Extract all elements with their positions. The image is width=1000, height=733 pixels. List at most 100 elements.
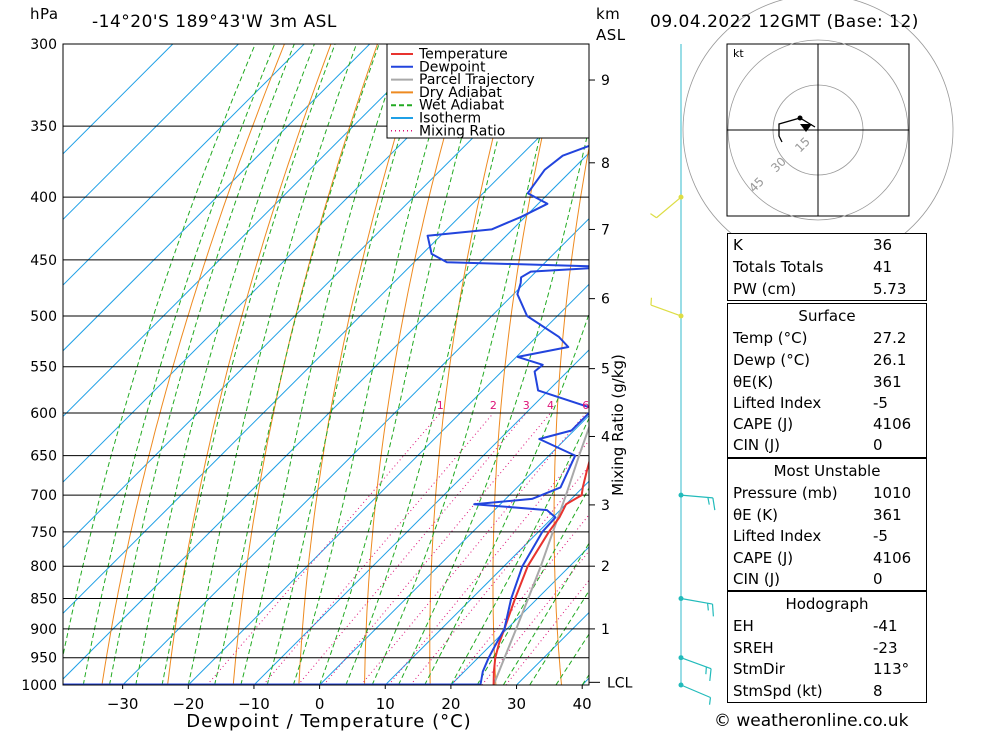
dry-adiabat-line [364,44,472,685]
index-value: -5 [873,394,888,412]
profiles [63,144,589,685]
wet-adiabat-line [319,44,489,685]
km-tick-label: 1 [601,622,610,638]
general-indices-box: K 36 Totals Totals 41 PW (cm) 5.73 [727,233,927,301]
y-tick-label: 650 [30,449,57,465]
index-key: Lifted Index [733,394,822,412]
wind-barb-half-flag [706,603,709,611]
series-line-dewpoint [426,144,589,685]
y-tick-label: 600 [30,406,57,422]
index-value: 4106 [873,415,912,433]
y-tick-label: 950 [30,651,57,667]
mixing-ratio-label: 2 [490,399,497,412]
wind-barb-flag [712,497,716,511]
wind-barb-half-flag [650,213,657,219]
isotherm-line [63,44,305,286]
dry-adiabat-line [982,37,1000,685]
wet-adiabat-line [292,44,458,685]
x-tick-label: −30 [107,695,139,713]
surface-title: Surface [798,307,856,325]
mixing-ratio-label: 4 [547,399,554,412]
legend-label: Temperature [418,47,508,63]
hodograph-point [797,115,803,121]
dry-adiabat-line [934,37,1000,685]
isotherm-line [450,546,589,685]
index-value: 0 [873,570,883,588]
index-panel: K 36 Totals Totals 41 PW (cm) 5.73 Surfa… [727,233,927,703]
index-key: Lifted Index [733,527,822,545]
series-line-parcel-trajectory [492,424,589,685]
isotherm-line [253,349,589,685]
credit-link[interactable]: © weatheronline.co.uk [714,711,909,731]
km-tick-label: 4 [601,429,610,445]
x-tick-label: 20 [441,695,460,713]
mixing-ratio-line [360,412,587,685]
isotherm-line [63,86,589,615]
wet-adiabat-line [424,312,589,685]
km-tick-label: 2 [601,559,610,575]
wet-adiabat-line [450,417,589,685]
legend-label: Wet Adiabat [419,98,505,114]
x-tick-label: −20 [172,695,204,713]
index-value: -41 [873,617,898,635]
wind-barb-shaft [680,494,713,499]
y-tick-label: 300 [30,37,57,53]
index-key: StmDir [733,660,785,678]
isotherm-line [319,414,589,685]
index-row-pw: PW (cm) 5.73 [728,280,926,301]
legend-box [386,43,590,139]
isotherm-line [63,44,371,352]
index-key: Temp (°C) [733,329,808,347]
hodograph-unit-label: kt [733,47,744,60]
storm-motion-marker [800,124,812,132]
index-value: 0 [873,436,883,454]
hodograph-box: Hodograph EH -41 SREH -23 StmDir 113° StmSp… [727,591,927,703]
legend-label: Isotherm [419,111,481,127]
wet-adiabat-line [109,44,295,685]
index-value: 41 [873,258,893,276]
km-tick-label: 9 [601,73,610,89]
index-value: 5.73 [873,280,907,298]
dry-adiabat-line [101,44,285,685]
wind-barb-shaft [680,684,711,699]
wind-barb-shaft [680,597,713,605]
index-value: 113° [873,660,910,678]
wind-barb-half-flag [707,497,710,505]
x-tick-label: 30 [507,695,526,713]
x-tick-label: 40 [573,695,592,713]
index-key: EH [733,617,754,635]
index-key: CAPE (J) [733,549,794,567]
asl-unit-label: ASL [596,26,626,44]
wet-adiabat-line [345,44,524,685]
isotherm-line [122,217,589,685]
legend-label: Dry Adiabat [419,85,502,101]
km-tick-label: 8 [601,156,610,172]
km-tick-label: 3 [601,498,610,514]
wind-barb-half-flag [705,666,707,675]
wind-profile [650,44,716,705]
index-key: CIN (J) [733,570,781,588]
index-key: Pressure (mb) [733,484,838,502]
x-tick-label: 0 [315,695,325,713]
y-tick-label: 450 [30,253,57,269]
plot-frame [62,43,590,686]
index-key: θE(K) [733,373,774,391]
km-tick-label: 6 [601,292,610,308]
wind-barb-shaft [650,304,682,317]
isotherm-line [63,44,174,155]
index-key: PW (cm) [733,280,797,298]
wet-adiabat-line [135,44,315,685]
mixing-ratio-line [262,412,494,685]
index-value: 27.2 [873,329,907,347]
y-tick-label: 350 [30,119,57,135]
lcl-label: LCL [607,675,633,691]
index-row-totals: Totals Totals 41 [728,258,926,279]
mixing-ratio-label: 1 [437,399,444,412]
dry-adiabat-line [298,44,425,685]
y-tick-label: 1000 [21,678,57,694]
y-tick-label: 500 [30,309,57,325]
dry-adiabat-line [232,44,379,685]
index-key: θE (K) [733,506,778,524]
